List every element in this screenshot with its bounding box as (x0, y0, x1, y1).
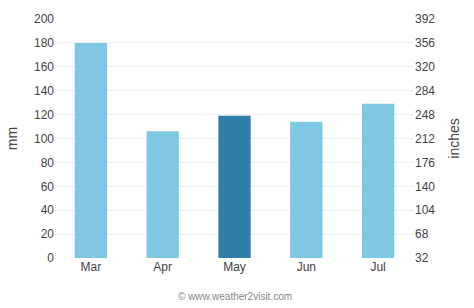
svg-text:0: 0 (47, 251, 54, 265)
svg-text:392: 392 (415, 12, 435, 26)
svg-text:320: 320 (415, 60, 435, 74)
svg-text:inches: inches (446, 118, 462, 158)
svg-text:284: 284 (415, 84, 435, 98)
svg-text:Jul: Jul (370, 260, 385, 274)
svg-text:120: 120 (34, 108, 54, 122)
svg-text:Mar: Mar (81, 260, 102, 274)
svg-text:212: 212 (415, 132, 435, 146)
svg-text:100: 100 (34, 132, 54, 146)
svg-text:68: 68 (415, 227, 429, 241)
svg-text:Apr: Apr (153, 260, 172, 274)
svg-text:60: 60 (41, 180, 55, 194)
svg-text:104: 104 (415, 203, 435, 217)
svg-text:mm: mm (4, 127, 20, 150)
svg-text:80: 80 (41, 156, 55, 170)
svg-text:32: 32 (415, 251, 429, 265)
svg-text:20: 20 (41, 227, 55, 241)
svg-text:180: 180 (34, 36, 54, 50)
svg-text:140: 140 (34, 84, 54, 98)
svg-text:176: 176 (415, 156, 435, 170)
svg-text:May: May (223, 260, 246, 274)
svg-text:140: 140 (415, 180, 435, 194)
svg-text:160: 160 (34, 60, 54, 74)
svg-text:Jun: Jun (297, 260, 316, 274)
svg-text:200: 200 (34, 12, 54, 26)
svg-text:40: 40 (41, 203, 55, 217)
svg-text:© www.weather2visit.com: © www.weather2visit.com (178, 291, 292, 302)
svg-text:248: 248 (415, 108, 435, 122)
svg-text:356: 356 (415, 36, 435, 50)
